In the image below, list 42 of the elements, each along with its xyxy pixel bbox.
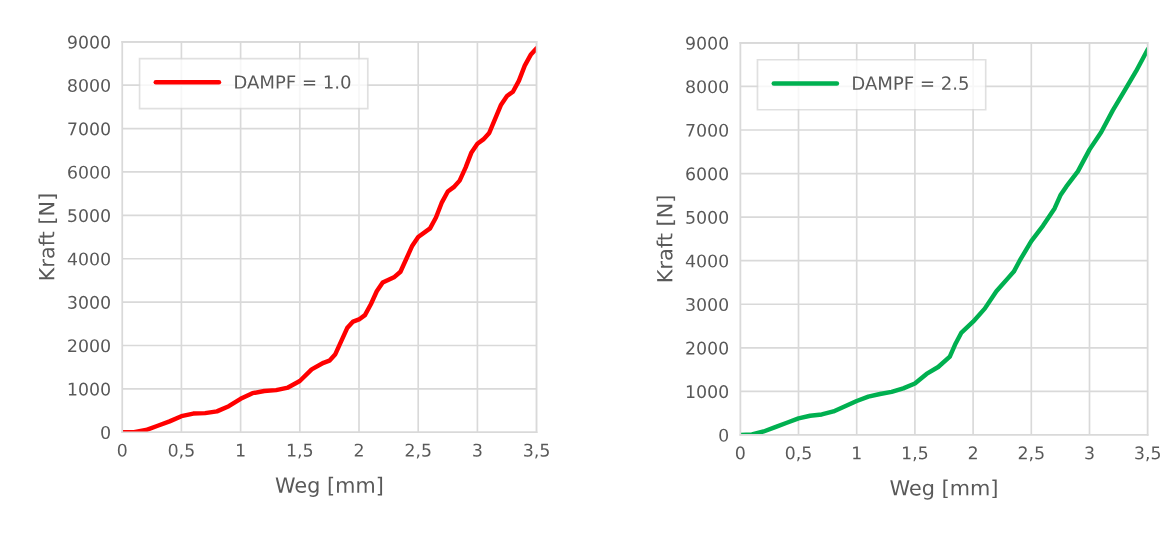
y-tick-label: 7000 <box>686 123 729 137</box>
y-tick-label: 2000 <box>68 339 110 353</box>
x-tick-label: 3 <box>473 443 482 457</box>
y-tick-label: 7000 <box>68 122 110 136</box>
x-tick-label: 2 <box>354 443 363 457</box>
y-tick-label: 4000 <box>685 254 729 268</box>
x-tick-label: 1,5 <box>287 443 313 459</box>
x-axis-title: Weg [mm] <box>275 476 383 497</box>
x-axis-title: Weg [mm] <box>890 479 997 500</box>
y-tick-label: 0 <box>719 428 729 442</box>
y-tick-label: 0 <box>101 425 110 440</box>
legend-label: DAMPF = 1.0 <box>235 75 351 89</box>
x-tick-label: 0,5 <box>785 446 811 462</box>
x-tick-label: 3 <box>1085 446 1094 460</box>
y-tick-label: 6000 <box>686 167 729 181</box>
y-tick-label: 1000 <box>686 385 729 399</box>
y-tick-label: 4000 <box>67 252 110 266</box>
x-tick-label: 2,5 <box>1018 446 1044 462</box>
y-axis-title: Kraft [N] <box>38 194 58 280</box>
x-tick-label: 2 <box>968 446 977 460</box>
x-tick-label: 3,5 <box>524 443 549 459</box>
x-tick-label: 1 <box>237 443 245 457</box>
x-tick-label: 2,5 <box>405 443 431 459</box>
x-tick-label: 0,5 <box>168 443 194 459</box>
y-tick-label: 5000 <box>686 210 729 224</box>
y-tick-label: 8000 <box>686 80 729 94</box>
y-axis-title: Kraft [N] <box>656 196 676 282</box>
y-tick-label: 1000 <box>68 382 110 396</box>
x-tick-label: 1,5 <box>903 446 928 462</box>
x-tick-label: 0 <box>735 446 745 460</box>
y-tick-label: 9000 <box>68 35 110 49</box>
y-tick-label: 3000 <box>686 297 729 312</box>
y-tick-label: 2000 <box>686 341 729 355</box>
y-tick-label: 8000 <box>68 78 110 93</box>
y-tick-label: 3000 <box>68 295 110 309</box>
y-tick-label: 9000 <box>686 36 729 50</box>
y-tick-label: 6000 <box>68 165 110 179</box>
x-tick-label: 3,5 <box>1135 446 1160 462</box>
legend-label: DAMPF = 2.5 <box>853 76 968 90</box>
x-tick-label: 0 <box>117 443 127 457</box>
x-tick-label: 1 <box>853 446 861 460</box>
y-tick-label: 5000 <box>68 209 110 223</box>
